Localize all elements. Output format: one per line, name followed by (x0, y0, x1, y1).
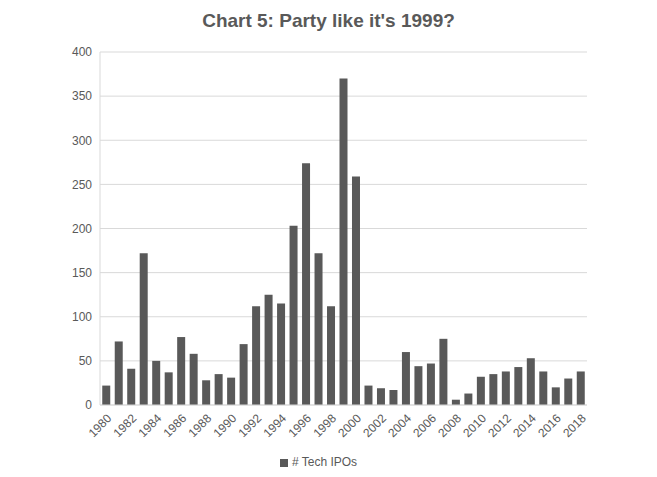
svg-text:2012: 2012 (485, 411, 514, 440)
svg-text:100: 100 (72, 310, 92, 324)
svg-text:50: 50 (79, 354, 93, 368)
svg-text:2002: 2002 (360, 411, 389, 440)
svg-text:2008: 2008 (435, 411, 464, 440)
svg-text:2006: 2006 (410, 411, 439, 440)
svg-text:300: 300 (72, 134, 92, 148)
svg-text:400: 400 (72, 45, 92, 59)
svg-text:1992: 1992 (235, 411, 264, 440)
svg-text:2016: 2016 (535, 411, 564, 440)
svg-text:1994: 1994 (260, 411, 289, 440)
svg-text:2000: 2000 (335, 411, 364, 440)
svg-text:2018: 2018 (560, 411, 589, 440)
svg-text:0: 0 (85, 398, 92, 412)
html-text:# Tech IPOs: # Tech IPOs (291, 455, 358, 469)
svg-text:1984: 1984 (136, 411, 165, 440)
svg-text:250: 250 (72, 178, 92, 192)
svg-text:350: 350 (72, 89, 92, 103)
svg-text:1990: 1990 (210, 411, 239, 440)
svg-text:150: 150 (72, 266, 92, 280)
svg-text:1996: 1996 (285, 411, 314, 440)
svg-text:1986: 1986 (161, 411, 190, 440)
svg-text:2014: 2014 (510, 411, 539, 440)
svg-text:2004: 2004 (385, 411, 414, 440)
svg-text:1980: 1980 (86, 411, 115, 440)
svg-text:200: 200 (72, 222, 92, 236)
svg-text:1988: 1988 (186, 411, 215, 440)
svg-text:1982: 1982 (111, 411, 140, 440)
html-text:Chart 5: Party like it's 1999?: Chart 5: Party like it's 1999? (202, 10, 455, 31)
svg-text:2010: 2010 (460, 411, 489, 440)
svg-text:1998: 1998 (310, 411, 339, 440)
